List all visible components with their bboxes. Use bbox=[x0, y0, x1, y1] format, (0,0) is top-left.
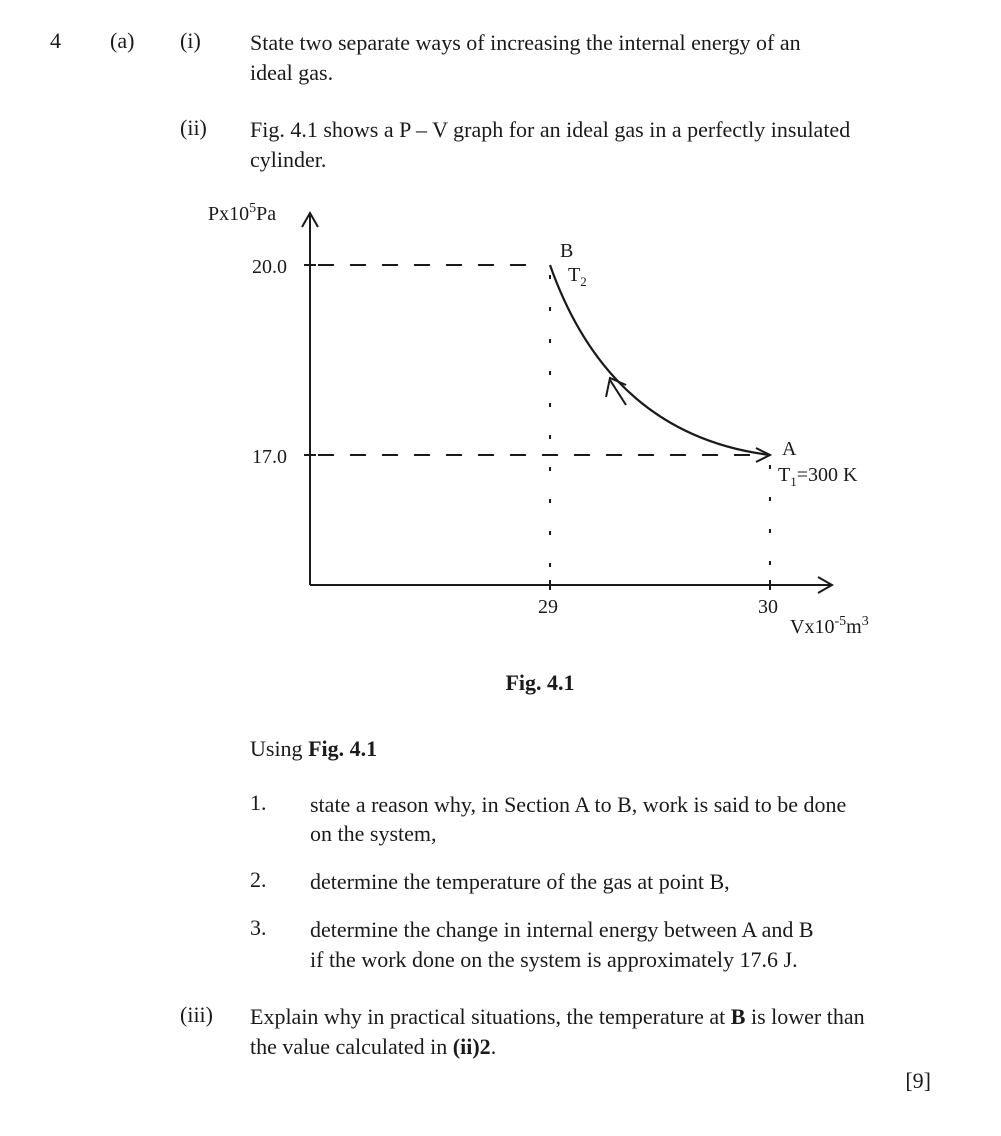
sub-iii-l2: the value calculated in (ii)2. bbox=[250, 1034, 496, 1059]
ytick-17-label: 17.0 bbox=[252, 446, 287, 468]
question-row: 4 (a) (i) State two separate ways of inc… bbox=[50, 28, 951, 87]
sub-ii-line2: cylinder. bbox=[250, 147, 326, 172]
list-2-l1: determine the temperature of the gas at … bbox=[310, 869, 730, 894]
list-2-num: 2. bbox=[250, 867, 310, 893]
list-item-1-row: 1. state a reason why, in Section A to B… bbox=[250, 790, 951, 849]
sub-iii-label: (iii) bbox=[180, 1002, 250, 1028]
point-a-temp: T1=300 K bbox=[778, 464, 858, 489]
pv-graph-svg: Px105Pa 20.0 17.0 29 30 Vx10-5m3 B bbox=[190, 185, 910, 635]
list-item-2-row: 2. determine the temperature of the gas … bbox=[250, 867, 951, 897]
adiabatic-curve bbox=[550, 265, 770, 455]
point-a-label: A bbox=[782, 438, 797, 460]
figure-caption: Fig. 4.1 bbox=[190, 670, 890, 696]
ytick-20-label: 20.0 bbox=[252, 256, 287, 278]
curve-arrow bbox=[606, 378, 626, 405]
point-b-temp: T2 bbox=[568, 264, 587, 289]
list-3-l2: if the work done on the system is approx… bbox=[310, 947, 798, 972]
sub-i-body: State two separate ways of increasing th… bbox=[250, 28, 951, 87]
xtick-30-label: 30 bbox=[758, 596, 778, 618]
sub-iii-body: Explain why in practical situations, the… bbox=[250, 1002, 951, 1061]
xtick-29-label: 29 bbox=[538, 596, 558, 618]
sub-i-line1: State two separate ways of increasing th… bbox=[250, 30, 801, 55]
list-1-l1: state a reason why, in Section A to B, w… bbox=[310, 792, 846, 817]
list-2-body: determine the temperature of the gas at … bbox=[310, 867, 951, 897]
y-axis-label: Px105Pa bbox=[208, 201, 276, 225]
sub-ii-body: Fig. 4.1 shows a P – V graph for an idea… bbox=[250, 115, 951, 174]
list-3-l1: determine the change in internal energy … bbox=[310, 917, 814, 942]
point-b-label: B bbox=[560, 240, 573, 262]
question-number: 4 bbox=[50, 28, 110, 54]
using-fig-text: Using Fig. 4.1 bbox=[250, 736, 951, 762]
sub-iii-l1: Explain why in practical situations, the… bbox=[250, 1004, 865, 1029]
sub-i-label: (i) bbox=[180, 28, 250, 54]
figure-4-1: Px105Pa 20.0 17.0 29 30 Vx10-5m3 B bbox=[190, 185, 951, 640]
list-1-body: state a reason why, in Section A to B, w… bbox=[310, 790, 951, 849]
part-a-label: (a) bbox=[110, 28, 180, 54]
x-axis-label: Vx10-5m3 bbox=[790, 614, 869, 635]
list-1-l2: on the system, bbox=[310, 821, 437, 846]
list-3-body: determine the change in internal energy … bbox=[310, 915, 951, 974]
list-item-3-row: 3. determine the change in internal ener… bbox=[250, 915, 951, 974]
list-1-num: 1. bbox=[250, 790, 310, 816]
list-3-num: 3. bbox=[250, 915, 310, 941]
sub-ii-line1: Fig. 4.1 shows a P – V graph for an idea… bbox=[250, 117, 850, 142]
sub-i-line2: ideal gas. bbox=[250, 60, 333, 85]
sub-ii-row: (ii) Fig. 4.1 shows a P – V graph for an… bbox=[180, 115, 951, 174]
sub-iii-row: (iii) Explain why in practical situation… bbox=[180, 1002, 951, 1061]
marks: [9] bbox=[50, 1068, 951, 1094]
sub-ii-label: (ii) bbox=[180, 115, 250, 141]
